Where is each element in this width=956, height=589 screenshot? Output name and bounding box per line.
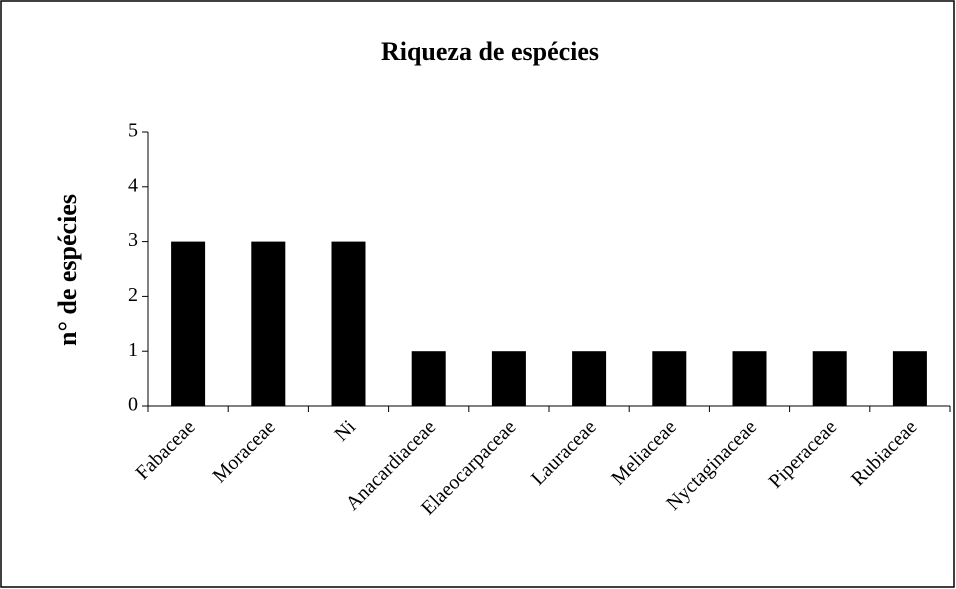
chart-title: Riqueza de espécies xyxy=(381,37,599,66)
bar xyxy=(171,241,206,406)
y-tick-label: 5 xyxy=(128,120,138,142)
bar xyxy=(732,351,767,406)
bar xyxy=(572,351,607,406)
bar xyxy=(331,241,366,406)
y-tick-label: 1 xyxy=(128,339,138,361)
bar xyxy=(812,351,847,406)
y-tick-label: 3 xyxy=(128,229,138,251)
y-tick-label: 0 xyxy=(128,394,138,416)
bar xyxy=(652,351,687,406)
y-axis-label: n° de espécies xyxy=(53,194,82,346)
bar xyxy=(251,241,286,406)
y-tick-label: 2 xyxy=(128,284,138,306)
bar xyxy=(892,351,927,406)
y-tick-label: 4 xyxy=(128,174,138,196)
bar xyxy=(491,351,526,406)
bar xyxy=(411,351,446,406)
